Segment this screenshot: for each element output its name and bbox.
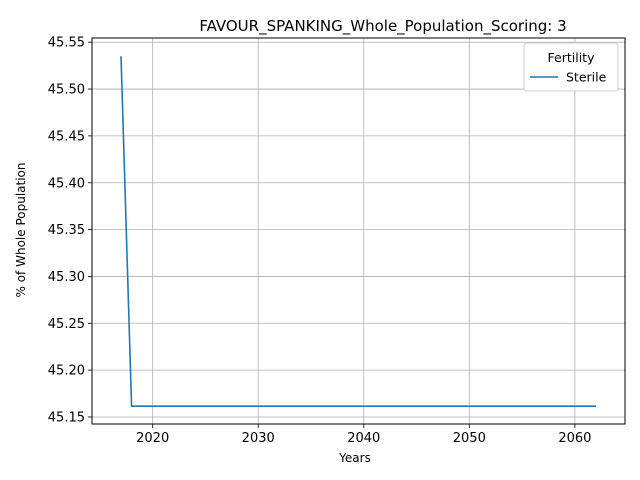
y-tick-label: 45.20 bbox=[48, 364, 85, 379]
y-axis-ticks: 45.15 45.20 45.25 45.30 45.35 45.40 45.45 45.50… bbox=[48, 36, 92, 425]
y-tick-label: 45.35 bbox=[48, 223, 85, 238]
chart-title: FAVOUR_SPANKING_Whole_Population_Scoring… bbox=[199, 17, 566, 36]
x-axis-label: Years bbox=[338, 451, 371, 465]
series-line-sterile bbox=[120, 56, 596, 408]
y-tick-label: 45.50 bbox=[48, 83, 85, 98]
y-tick-label: 45.15 bbox=[48, 410, 85, 425]
x-axis-ticks: 2020 2030 2040 2050 2060 bbox=[136, 424, 591, 446]
x-tick-label: 2020 bbox=[136, 431, 169, 446]
x-tick-label: 2040 bbox=[347, 431, 380, 446]
y-tick-label: 45.25 bbox=[48, 317, 85, 332]
y-tick-label: 45.45 bbox=[48, 129, 85, 144]
legend-title: Fertility bbox=[548, 50, 596, 65]
legend: Fertility Sterile bbox=[523, 42, 619, 92]
y-axis-label: % of Whole Population bbox=[14, 163, 28, 298]
legend-entry-sterile: Sterile bbox=[566, 70, 607, 85]
plot-frame bbox=[91, 37, 626, 425]
y-tick-label: 45.30 bbox=[48, 270, 85, 285]
legend-box bbox=[523, 42, 619, 92]
y-tick-label: 45.55 bbox=[48, 36, 85, 51]
grid bbox=[92, 38, 625, 424]
y-tick-label: 45.40 bbox=[48, 176, 85, 191]
x-tick-label: 2050 bbox=[453, 431, 486, 446]
x-tick-label: 2030 bbox=[242, 431, 275, 446]
x-tick-label: 2060 bbox=[558, 431, 591, 446]
series-layer bbox=[120, 56, 596, 408]
